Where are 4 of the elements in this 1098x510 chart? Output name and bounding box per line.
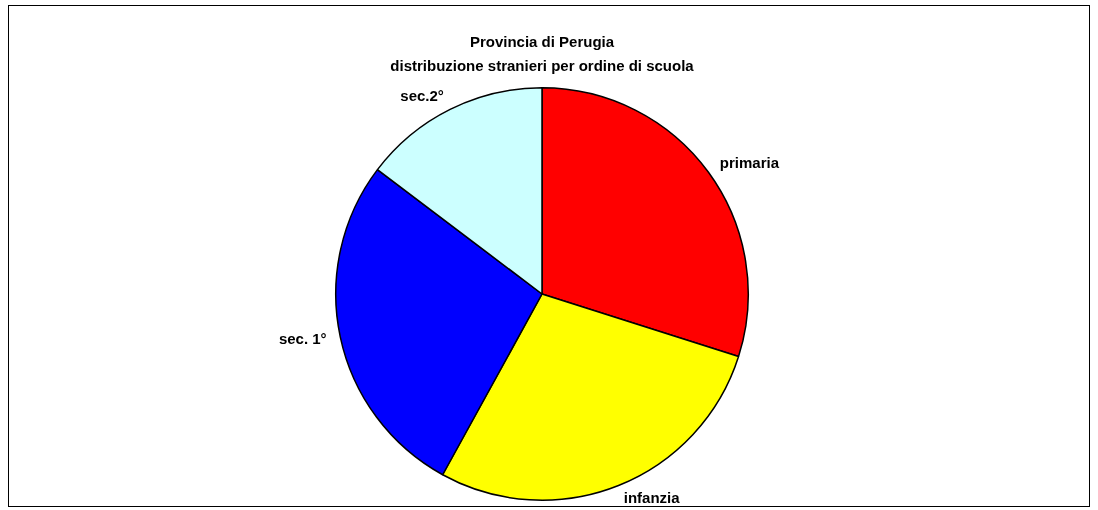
slice-label: sec.2° xyxy=(400,86,444,104)
slice-label: sec. 1° xyxy=(278,330,327,348)
slice-label: primaria xyxy=(719,154,780,172)
slice-label: infanzia xyxy=(623,488,681,506)
